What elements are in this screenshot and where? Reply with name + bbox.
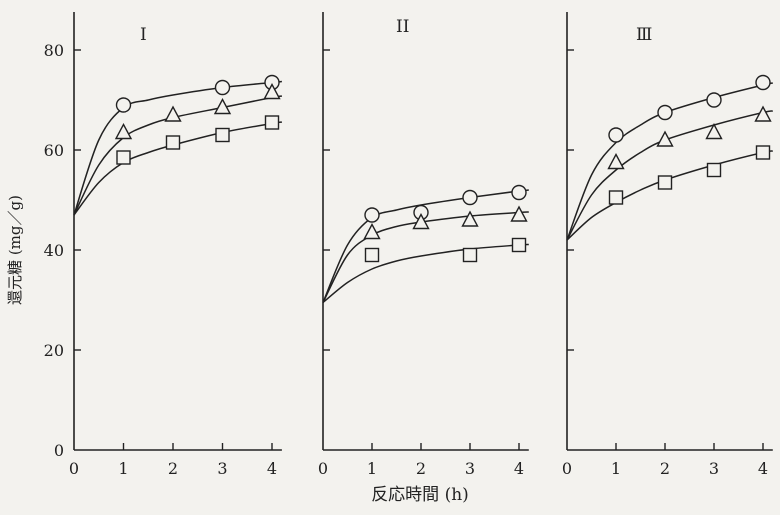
x-tick-label: 0 (69, 459, 79, 478)
circle-marker (364, 207, 380, 223)
square-marker (755, 145, 771, 160)
circle-marker (511, 184, 527, 201)
panel-title-1: I (140, 25, 147, 45)
square-marker (215, 127, 230, 143)
square-marker (116, 150, 131, 165)
x-axis-label: 反応時間 (h) (371, 485, 469, 505)
circle-marker (706, 92, 722, 108)
circle-marker (755, 74, 771, 91)
triangle-marker (607, 153, 625, 170)
circle-marker (115, 97, 132, 113)
x-tick-label: 2 (168, 459, 178, 478)
square-marker (706, 162, 722, 178)
square-marker (264, 115, 280, 130)
x-tick-label: 4 (514, 459, 524, 478)
panel-1: 0 20 40 60 80 0 1 2 3 4 (44, 12, 283, 478)
square-marker (364, 247, 380, 263)
triangle-marker (705, 123, 723, 140)
y-tick-label: 40 (44, 241, 64, 260)
y-tick-label: 80 (44, 41, 64, 60)
square-marker (165, 135, 181, 150)
square-marker (511, 237, 527, 253)
triangle-marker (412, 213, 430, 230)
x-tick-label: 1 (611, 459, 621, 478)
y-tick-label: 60 (44, 141, 64, 160)
y-axis-label: 還元糖 (mg／g) (6, 195, 24, 305)
triangle-marker (461, 210, 479, 227)
circle-marker (657, 104, 673, 121)
x-tick-label: 4 (267, 459, 277, 478)
triangle-marker (263, 83, 281, 100)
x-tick-label: 0 (562, 459, 572, 478)
panel-title-3: Ⅲ (636, 25, 652, 45)
y-tick-label: 20 (44, 341, 64, 360)
circle-marker (214, 79, 231, 96)
x-tick-label: 2 (416, 459, 426, 478)
square-marker (608, 190, 624, 205)
triangle-marker (656, 130, 674, 147)
circle-marker (608, 127, 624, 143)
x-tick-label: 3 (217, 459, 227, 478)
circle-marker (462, 189, 478, 206)
panel-title-2: II (396, 17, 409, 37)
triangle-marker (510, 205, 528, 222)
x-tick-label: 1 (367, 459, 377, 478)
x-tick-label: 3 (465, 459, 475, 478)
panel-3: 0 1 2 3 4 (562, 12, 773, 478)
triangle-marker (754, 105, 772, 122)
x-tick-label: 2 (660, 459, 670, 478)
y-tick-label: 0 (54, 441, 64, 460)
x-tick-label: 0 (318, 459, 328, 478)
square-marker (462, 247, 478, 263)
x-tick-label: 4 (758, 459, 768, 478)
triangle-marker (363, 223, 381, 240)
triangle-marker (213, 98, 232, 115)
panel-2: 0 1 2 3 4 (318, 12, 529, 478)
x-tick-label: 1 (118, 459, 128, 478)
square-marker (657, 175, 673, 190)
triangle-marker (164, 105, 182, 122)
x-tick-label: 3 (709, 459, 719, 478)
triangle-marker (114, 123, 133, 140)
